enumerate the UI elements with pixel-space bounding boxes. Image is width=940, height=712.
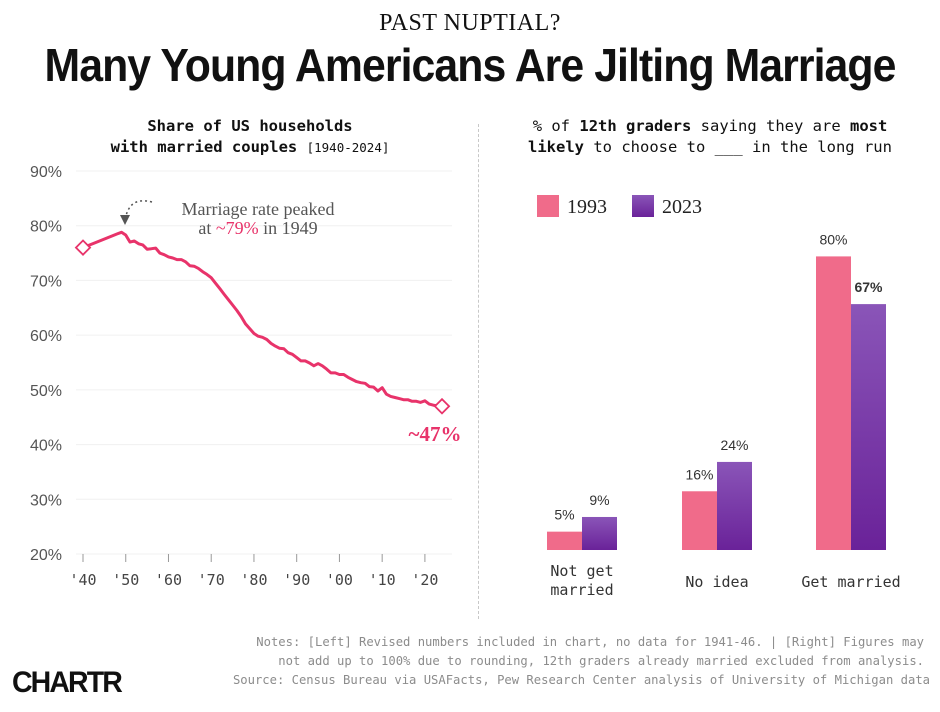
x-tick-label: '20 <box>411 571 438 589</box>
y-tick-label: 80% <box>30 219 62 236</box>
bar-chart-title: % of 12th graders saying they are most li… <box>490 116 930 158</box>
y-tick-label: 90% <box>30 164 62 181</box>
end-value-label: ~47% <box>409 422 462 446</box>
end-point-marker <box>433 397 451 415</box>
category-label: married <box>550 581 613 599</box>
x-tick-label: '60 <box>155 571 182 589</box>
line-chart-title: Share of US households with married coup… <box>40 116 460 158</box>
bar-1993 <box>816 256 851 550</box>
legend-swatch-2023 <box>632 195 654 217</box>
bar-1993 <box>682 491 717 550</box>
panel-divider <box>478 124 479 619</box>
source-note: Source: Census Bureau via USAFacts, Pew … <box>232 673 930 687</box>
notes-line2: not add up to 100% due to rounding, 12th… <box>278 654 924 668</box>
y-tick-label: 20% <box>30 547 62 564</box>
y-tick-label: 60% <box>30 328 62 345</box>
line-chart-title-line2: with married couples <box>110 138 298 156</box>
peak-annotation-arrow <box>124 200 153 221</box>
bar-1993 <box>547 531 582 550</box>
x-tick-label: '70 <box>198 571 225 589</box>
y-tick-label: 50% <box>30 383 62 400</box>
x-tick-label: '50 <box>112 571 139 589</box>
headline: Many Young Americans Are Jilting Marriag… <box>44 39 897 91</box>
bar-value-label: 16% <box>685 466 713 482</box>
x-tick-label: '40 <box>69 571 96 589</box>
bar-2023 <box>582 516 617 550</box>
line-chart-title-line1: Share of US households <box>147 117 353 135</box>
bar-value-label: 24% <box>720 437 748 453</box>
legend-label-2023: 2023 <box>662 196 702 218</box>
peak-annotation-prefix: at <box>198 218 216 238</box>
bar-title-bold2: most <box>849 117 888 135</box>
peak-annotation-suffix: in 1949 <box>259 218 318 238</box>
x-tick-label: '00 <box>326 571 353 589</box>
legend-label-1993: 1993 <box>567 196 607 218</box>
legend-swatch-1993 <box>537 195 559 217</box>
bar-value-label: 9% <box>589 492 609 508</box>
bar-2023 <box>717 461 752 550</box>
bar-value-label: 5% <box>554 507 574 523</box>
bar-value-label: 67% <box>854 279 883 295</box>
chart-kicker: PAST NUPTIAL? <box>379 10 561 36</box>
bar-title-mid: saying they are <box>691 117 850 135</box>
bar-title-bold1: 12th graders <box>579 117 692 135</box>
category-label: Not get <box>550 562 613 580</box>
marriage-rate-line <box>81 230 444 408</box>
bar-value-label: 80% <box>819 231 847 247</box>
peak-annotation-line2: at ~79% in 1949 <box>198 218 317 238</box>
x-tick-label: '90 <box>283 571 310 589</box>
peak-annotation-line1: Marriage rate peaked <box>182 199 335 219</box>
bar-title-post: to choose to ___ in the long run <box>584 138 892 156</box>
peak-annotation-arrowhead <box>120 215 130 225</box>
bar-title-bold3: likely <box>528 138 585 156</box>
footnotes: Notes: [Left] Revised numbers included i… <box>24 633 924 671</box>
y-tick-label: 30% <box>30 492 62 509</box>
y-tick-label: 70% <box>30 273 62 290</box>
y-tick-label: 40% <box>30 438 62 455</box>
notes-line1: Notes: [Left] Revised numbers included i… <box>256 635 924 649</box>
start-point-marker <box>74 239 92 256</box>
x-tick-label: '80 <box>240 571 267 589</box>
chartr-logo: CHARTR <box>12 666 123 699</box>
bar-2023 <box>851 304 886 550</box>
peak-annotation-value: ~79% <box>216 218 259 238</box>
x-tick-label: '10 <box>369 571 396 589</box>
category-label: Get married <box>801 573 900 591</box>
bar-title-pre: % of <box>532 117 580 135</box>
line-chart-year-range: [1940-2024] <box>306 140 390 155</box>
category-label: No idea <box>685 573 748 591</box>
